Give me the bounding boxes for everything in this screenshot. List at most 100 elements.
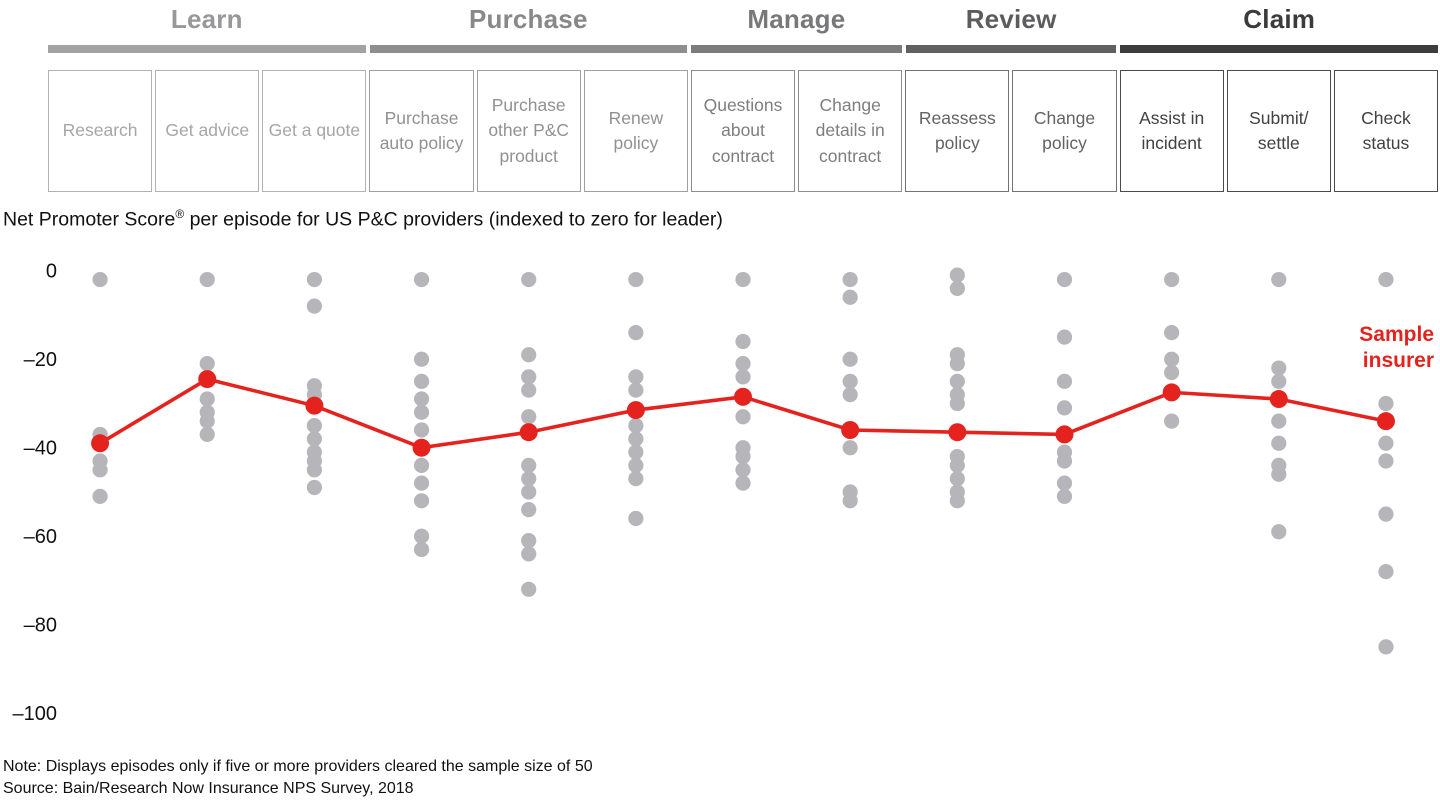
- episode-box: Questions about contract: [690, 70, 796, 192]
- provider-dot: [92, 462, 108, 478]
- provider-dot: [628, 431, 644, 447]
- stage-label-learn: Learn: [170, 3, 243, 34]
- stage-label-manage: Manage: [747, 3, 846, 34]
- stage-label-row: Learn Purchase Manage Review Claim: [48, 2, 1438, 36]
- provider-dot: [735, 271, 751, 288]
- y-axis-tick-label: 0: [46, 261, 57, 283]
- provider-dot: [628, 369, 644, 385]
- provider-dot: [1056, 400, 1073, 416]
- provider-dot: [842, 387, 858, 403]
- provider-dot: [1271, 271, 1287, 288]
- provider-dot: [735, 409, 751, 425]
- provider-dot: [1271, 435, 1287, 451]
- provider-dot: [842, 289, 858, 305]
- episode-box: Reassess policy: [905, 70, 1010, 192]
- provider-dot: [413, 541, 430, 558]
- provider-dot: [413, 528, 430, 544]
- y-axis-tick-label: –80: [24, 615, 57, 637]
- episode-box: Purchase auto policy: [369, 70, 474, 192]
- provider-dot: [1271, 360, 1287, 376]
- episode-row: Research Get advice Get a quote Purchase au…: [48, 70, 1439, 192]
- provider-dot: [521, 347, 537, 363]
- provider-dot: [521, 382, 537, 398]
- sample-insurer-dot: [198, 370, 217, 389]
- provider-dot: [413, 457, 430, 473]
- source-line: Source: Bain/Research Now Insurance NPS …: [3, 780, 414, 797]
- provider-dot: [1378, 271, 1394, 288]
- stage-bar-claim: [1120, 45, 1438, 53]
- chart-title: Net Promoter Score® per episode for US P…: [3, 207, 723, 232]
- provider-dot: [521, 471, 537, 487]
- provider-dot: [628, 510, 644, 527]
- sample-insurer-dot: [1055, 425, 1074, 444]
- provider-dot: [628, 457, 644, 473]
- provider-dot: [306, 417, 322, 434]
- provider-dot: [1164, 325, 1180, 341]
- sample-insurer-dot: [841, 421, 860, 439]
- sample-insurer-dot: [412, 438, 431, 457]
- y-axis-tick-label: –100: [13, 703, 58, 725]
- provider-dot: [92, 271, 108, 288]
- provider-dot: [1378, 564, 1394, 580]
- provider-dot: [199, 426, 215, 443]
- episode-box: Submit/ settle: [1226, 70, 1331, 192]
- provider-dot: [199, 271, 215, 288]
- provider-dot: [413, 404, 430, 420]
- provider-dot: [628, 382, 644, 398]
- stage-bar-purchase: [369, 45, 688, 53]
- provider-dot: [413, 373, 430, 389]
- provider-dot: [413, 422, 430, 438]
- provider-dot: [521, 409, 537, 425]
- provider-dot: [1271, 466, 1287, 482]
- provider-dot: [521, 546, 537, 562]
- sample-insurer-dot: [1376, 412, 1395, 431]
- sample-insurer-dot: [1269, 390, 1288, 409]
- provider-dot: [306, 271, 322, 288]
- episode-box: Research: [48, 70, 153, 192]
- provider-dot: [413, 391, 430, 407]
- provider-dot: [1271, 373, 1287, 389]
- provider-dot: [735, 333, 751, 350]
- sample-insurer-dot: [91, 434, 110, 453]
- provider-dot: [413, 351, 430, 367]
- provider-dot: [521, 533, 537, 549]
- provider-dot: [306, 431, 322, 447]
- provider-dot: [628, 417, 644, 434]
- provider-dot: [1056, 373, 1073, 389]
- episode-box: Get advice: [155, 70, 260, 192]
- episode-box: Assist in incident: [1119, 70, 1224, 192]
- provider-dot: [413, 493, 430, 509]
- provider-dot: [521, 502, 537, 518]
- provider-dot: [413, 271, 430, 288]
- provider-dot: [949, 373, 965, 389]
- provider-dot: [92, 488, 108, 504]
- registered-trademark-symbol: ®: [175, 207, 185, 221]
- provider-dot: [949, 356, 965, 372]
- provider-dot: [1056, 488, 1073, 504]
- chart-title-suffix: per episode for US P&C providers (indexe…: [184, 208, 723, 231]
- provider-dot: [842, 351, 858, 367]
- provider-dot: [1056, 271, 1073, 288]
- y-axis-tick-label: –20: [24, 349, 57, 371]
- stage-bar-row: [48, 45, 1438, 53]
- provider-dot: [1378, 435, 1394, 451]
- provider-dot: [1164, 364, 1180, 381]
- sample-insurer-dot: [734, 387, 753, 406]
- provider-dot: [1164, 271, 1180, 288]
- provider-dot: [842, 373, 858, 389]
- provider-dot: [1056, 329, 1073, 345]
- episode-box: Get a quote: [262, 70, 367, 192]
- provider-dot: [521, 369, 537, 385]
- provider-dot: [842, 440, 858, 456]
- stage-bar-manage: [691, 45, 902, 53]
- provider-dot: [199, 356, 215, 372]
- episode-box: Purchase other P&C product: [476, 70, 581, 192]
- provider-dot: [842, 493, 858, 509]
- provider-dot: [735, 369, 751, 385]
- provider-dot: [949, 280, 965, 296]
- provider-dot: [1378, 395, 1394, 412]
- y-axis-tick-label: –40: [24, 438, 57, 460]
- provider-dot: [1164, 351, 1180, 367]
- provider-dot: [735, 448, 751, 465]
- provider-dot: [949, 395, 965, 412]
